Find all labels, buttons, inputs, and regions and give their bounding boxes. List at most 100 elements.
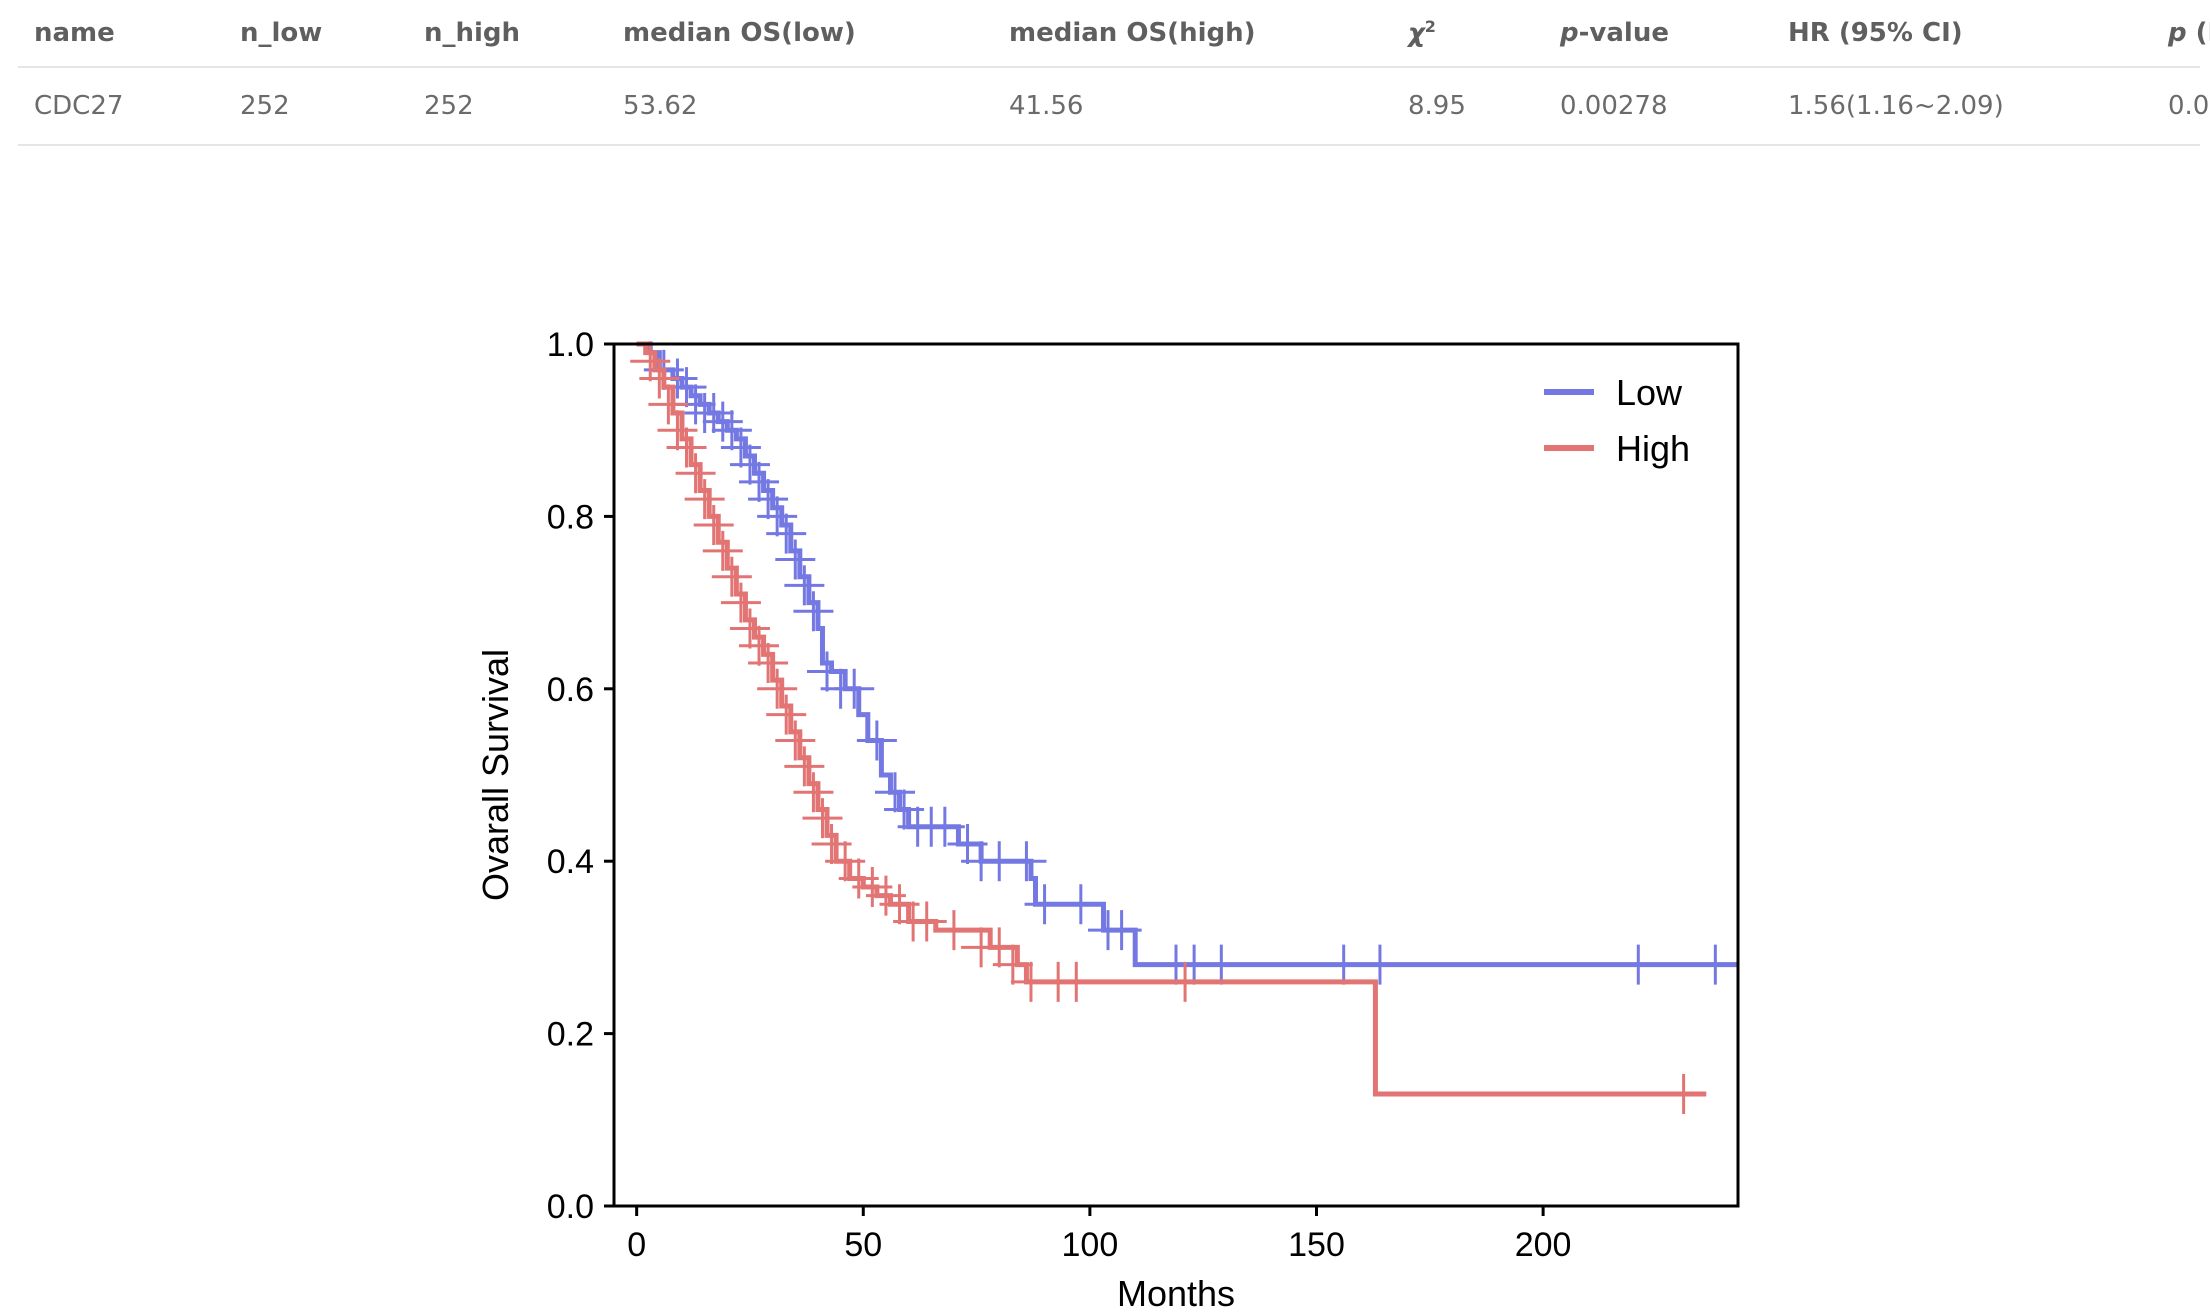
- censor-mark-high: [630, 341, 671, 382]
- table-row: CDC27 252 252 53.62 41.56 8.95 0.00278 1…: [18, 67, 2210, 146]
- cell-name: CDC27: [18, 67, 224, 146]
- p-hr-rest: (HR): [2195, 18, 2210, 48]
- y-axis-label: Ovarall Survival: [475, 649, 516, 901]
- header-median-high: median OS(high): [993, 0, 1392, 68]
- censor-mark-low: [711, 410, 752, 451]
- censor-mark-low: [729, 444, 770, 485]
- x-tick-label: 150: [1288, 1226, 1345, 1264]
- censor-mark-high: [1056, 961, 1097, 1002]
- censor-mark-high: [1663, 1073, 1704, 1114]
- censor-mark-low: [784, 565, 825, 606]
- censor-mark-high: [711, 556, 752, 597]
- survival-stats-table: name n_low n_high median OS(low) median …: [18, 0, 2210, 146]
- censor-mark-high: [802, 798, 843, 839]
- censor-mark-low: [1323, 944, 1364, 985]
- censor-mark-low: [1359, 944, 1400, 985]
- censor-mark-low: [702, 401, 743, 442]
- cell-hr: 1.56(1.16~2.09): [1772, 67, 2152, 146]
- censor-mark-high: [720, 582, 761, 623]
- censor-mark-low: [748, 479, 789, 520]
- censor-mark-low: [793, 591, 834, 632]
- censor-mark-low: [924, 806, 965, 847]
- y-tick-label: 1.0: [547, 326, 594, 364]
- chi-superscript: 2: [1424, 17, 1436, 37]
- censor-mark-high: [748, 642, 789, 683]
- legend-label-low: Low: [1616, 372, 1683, 413]
- censor-mark-low: [720, 427, 761, 468]
- censor-mark-low: [757, 496, 798, 537]
- p-hr-italic: p: [2168, 18, 2187, 48]
- censor-mark-high: [757, 668, 798, 709]
- censor-mark-high: [729, 608, 770, 649]
- censor-mark-low: [1006, 841, 1047, 882]
- censor-mark-low: [1024, 884, 1065, 925]
- p-italic: p: [1560, 18, 1579, 48]
- header-hr: HR (95% CI): [1772, 0, 2152, 68]
- y-tick-label: 0.6: [547, 671, 594, 709]
- header-n-high: n_high: [408, 0, 607, 68]
- header-n-low: n_low: [224, 0, 408, 68]
- censor-mark-high: [675, 453, 716, 494]
- censor-mark-high: [684, 479, 725, 520]
- censor-mark-high: [666, 427, 707, 468]
- censor-mark-high: [766, 694, 807, 735]
- chart-axes: 0 50 100 150 200 0.0 0.2 0.4 0.6 0.8 1.0: [547, 326, 1572, 1264]
- plot-frame: [612, 342, 1740, 1208]
- censor-mark-high: [775, 720, 816, 761]
- censor-mark-high: [739, 625, 780, 666]
- censor-mark-high: [793, 772, 834, 813]
- p-value-rest: -value: [1578, 18, 1669, 48]
- cell-p-hr: 0.003: [2152, 67, 2210, 146]
- y-tick-label: 0.8: [547, 498, 594, 536]
- censor-mark-low: [775, 539, 816, 580]
- legend-label-high: High: [1616, 428, 1690, 469]
- censor-mark-high: [657, 410, 698, 451]
- y-tick-label: 0.0: [547, 1188, 594, 1226]
- censor-mark-high: [933, 910, 974, 951]
- censor-mark-high: [639, 358, 680, 399]
- x-tick-label: 50: [844, 1226, 882, 1264]
- table-header-row: name n_low n_high median OS(low) median …: [18, 0, 2210, 68]
- y-tick-label: 0.2: [547, 1016, 594, 1054]
- series-low-line: [636, 341, 1738, 968]
- censor-mark-low: [1201, 944, 1242, 985]
- censor-mark-low: [875, 772, 915, 813]
- censor-mark-high: [693, 505, 734, 546]
- y-tick-label: 0.4: [547, 843, 594, 881]
- censor-mark-low: [1695, 944, 1736, 985]
- censor-mark-low: [693, 392, 734, 433]
- censor-mark-high: [648, 384, 689, 425]
- header-p-value: p-value: [1544, 0, 1772, 68]
- censor-mark-high: [1165, 961, 1206, 1002]
- censor-mark-low: [1101, 910, 1142, 951]
- censor-mark-low: [739, 461, 780, 502]
- censor-mark-high: [784, 746, 825, 787]
- cell-median-high: 41.56: [993, 67, 1392, 146]
- chart-legend: Low High: [1544, 372, 1690, 469]
- censor-mark-low: [834, 668, 875, 709]
- series-low: [636, 341, 1738, 985]
- censor-mark-low: [1618, 944, 1659, 985]
- censor-mark-low: [1060, 884, 1101, 925]
- cell-chi2: 8.95: [1392, 67, 1544, 146]
- censor-mark-high: [992, 944, 1033, 985]
- header-chi2: χ2: [1392, 0, 1544, 68]
- x-axis-label: Months: [1117, 1273, 1235, 1314]
- chi-symbol: χ: [1408, 18, 1425, 49]
- censor-mark-high: [906, 901, 947, 942]
- censor-mark-low: [766, 513, 807, 554]
- header-median-low: median OS(low): [607, 0, 993, 68]
- cell-p-value: 0.00278: [1544, 67, 1772, 146]
- x-tick-label: 200: [1515, 1226, 1572, 1264]
- x-tick-label: 100: [1062, 1226, 1119, 1264]
- cell-n-low: 252: [224, 67, 408, 146]
- header-name: name: [18, 0, 224, 68]
- x-tick-label: 0: [627, 1226, 646, 1264]
- series-high: [630, 341, 1707, 1114]
- header-p-hr: p (HR): [2152, 0, 2210, 68]
- censor-mark-low: [856, 720, 897, 761]
- cell-median-low: 53.62: [607, 67, 993, 146]
- chart-curves: [630, 341, 1738, 1114]
- censor-mark-high: [702, 530, 743, 571]
